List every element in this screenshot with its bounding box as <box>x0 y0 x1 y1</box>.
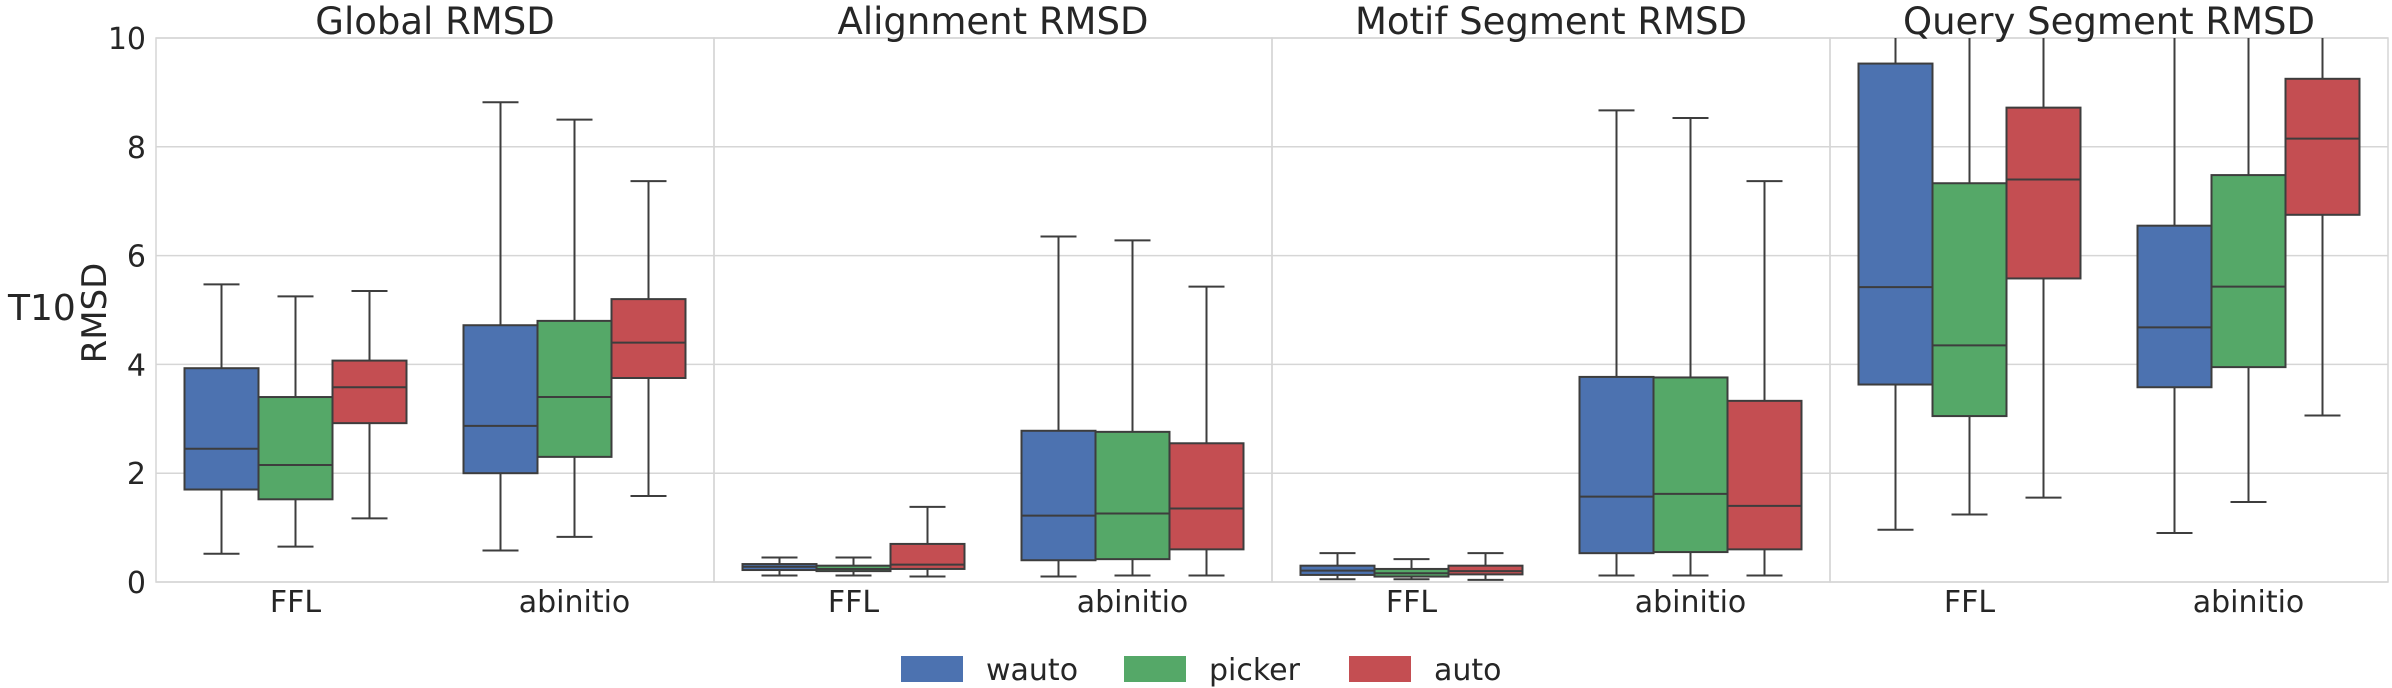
legend-label: picker <box>1209 653 1301 688</box>
box-auto-abinitio <box>2284 38 2361 417</box>
box-body <box>2210 174 2287 369</box>
x-tick-label: abinitio <box>2193 585 2305 620</box>
box-picker-abinitio <box>536 118 613 538</box>
box-picker-abinitio <box>1094 239 1171 577</box>
y-tick-label: 8 <box>127 131 146 166</box>
panel-global-rmsd: Global RMSD FFL abinitio <box>155 0 715 620</box>
panel-motif-segment-rmsd: Motif Segment RMSD FFL abinitio <box>1271 0 1831 620</box>
panel-title: Global RMSD <box>315 0 554 43</box>
box-wauto-FFL <box>741 556 818 577</box>
box-wauto-abinitio <box>1020 235 1097 578</box>
box-auto-abinitio <box>1726 180 1803 577</box>
box-picker-abinitio <box>1652 116 1729 577</box>
y-tick-label: 10 <box>108 22 146 57</box>
box-body <box>1726 399 1803 551</box>
box-body <box>610 298 687 379</box>
box-body <box>1447 564 1524 576</box>
box-body <box>1652 376 1729 554</box>
box-wauto-abinitio <box>462 101 539 552</box>
y-axis: 0 2 4 6 8 10 <box>108 22 146 601</box>
y-tick-label: 4 <box>127 348 146 383</box>
row-label: T10 <box>7 288 76 329</box>
box-body <box>2005 106 2082 280</box>
y-tick-label: 0 <box>127 566 146 601</box>
legend-swatch <box>1124 656 1186 682</box>
legend-label: wauto <box>986 653 1078 688</box>
panel-title: Motif Segment RMSD <box>1355 0 1747 43</box>
panels: Global RMSD FFL abinitio Alignment RMSD FFL a… <box>155 0 2389 620</box>
legend-swatch <box>901 656 963 682</box>
box-picker-FFL <box>1931 38 2008 516</box>
legend: wauto picker auto <box>901 653 1502 688</box>
box-wauto-FFL <box>183 283 260 555</box>
box-body <box>2136 224 2213 389</box>
box-picker-FFL <box>257 295 334 548</box>
box-wauto-abinitio <box>2136 38 2213 535</box>
box-auto-FFL <box>1447 552 1524 581</box>
box-wauto-FFL <box>1299 552 1376 581</box>
x-tick-label: abinitio <box>519 585 631 620</box>
x-tick-label: FFL <box>828 585 880 620</box>
box-auto-abinitio <box>1168 285 1245 577</box>
box-wauto-abinitio <box>1578 109 1655 577</box>
box-body <box>2284 77 2361 216</box>
box-body <box>1094 430 1171 561</box>
x-tick-label: FFL <box>1386 585 1438 620</box>
panel-alignment-rmsd: Alignment RMSD FFL abinitio <box>713 0 1273 620</box>
box-picker-FFL <box>1373 558 1450 581</box>
panel-title: Alignment RMSD <box>838 0 1149 43</box>
panel-title: Query Segment RMSD <box>1903 0 2315 43</box>
y-axis-label: RMSD <box>75 263 115 364</box>
box-body <box>1931 182 2008 418</box>
box-picker-FFL <box>815 556 892 577</box>
box-body <box>1168 442 1245 551</box>
x-tick-label: abinitio <box>1077 585 1189 620</box>
legend-item-picker: picker <box>1124 653 1301 688</box>
box-picker-abinitio <box>2210 38 2287 504</box>
box-body <box>331 359 408 425</box>
box-body <box>536 319 613 458</box>
x-tick-label: abinitio <box>1635 585 1747 620</box>
box-body <box>1578 375 1655 555</box>
box-auto-abinitio <box>610 180 687 498</box>
legend-swatch <box>1349 656 1411 682</box>
legend-label: auto <box>1434 653 1502 688</box>
legend-item-wauto: wauto <box>901 653 1078 688</box>
x-tick-label: FFL <box>270 585 322 620</box>
box-body <box>257 396 334 501</box>
box-body <box>462 324 539 475</box>
box-auto-FFL <box>889 505 966 578</box>
y-tick-label: 2 <box>127 457 146 492</box>
box-body <box>183 367 260 491</box>
x-tick-label: FFL <box>1944 585 1996 620</box>
panel-query-segment-rmsd: Query Segment RMSD FFL abinitio <box>1829 0 2389 620</box>
box-auto-FFL <box>331 289 408 520</box>
box-body <box>1020 429 1097 562</box>
y-tick-label: 6 <box>127 240 146 275</box>
box-body <box>1857 62 1934 386</box>
box-wauto-FFL <box>1857 38 1934 531</box>
legend-item-auto: auto <box>1349 653 1502 688</box>
box-auto-FFL <box>2005 38 2082 499</box>
